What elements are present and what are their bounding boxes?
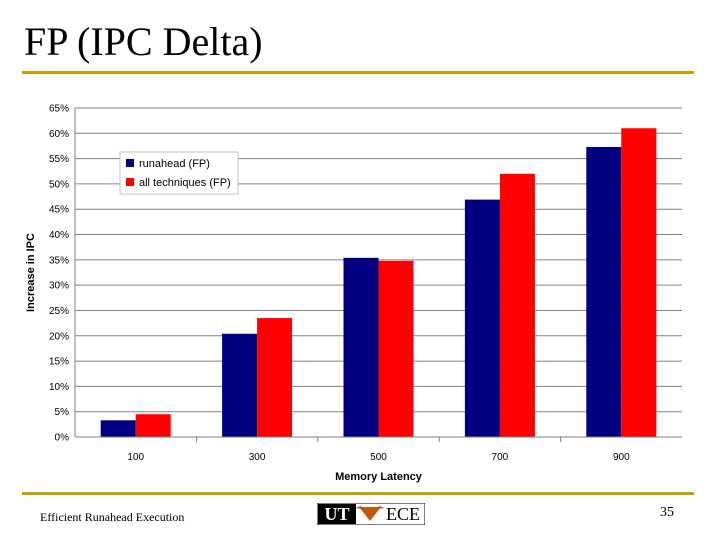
axes [74, 108, 682, 442]
logo-ut-text: UT [324, 504, 349, 524]
bar-all-techniques-300 [257, 318, 293, 437]
legend-swatch [126, 178, 134, 186]
legend-label: runahead (FP) [139, 158, 210, 170]
y-tick-label: 50% [49, 179, 69, 190]
title-divider [22, 71, 694, 74]
logo-ece-text: ECE [386, 504, 420, 524]
footer-divider [22, 492, 694, 495]
bar-all-techniques-500 [378, 260, 414, 437]
legend: runahead (FP) all techniques (FP) [119, 151, 239, 195]
y-tick-label: 55% [49, 154, 69, 165]
y-axis-label: Increase in IPC [25, 233, 37, 312]
x-tick-label: 700 [492, 452, 509, 463]
bar-runahead-500 [343, 257, 379, 437]
legend-box [119, 151, 239, 195]
y-tick-label: 30% [49, 281, 69, 292]
x-tick-label: 500 [370, 452, 387, 463]
longhorn-icon [359, 507, 381, 521]
x-tick-label: 300 [249, 452, 266, 463]
bar-all-techniques-700 [499, 173, 535, 438]
slide-title: FP (IPC Delta) [24, 19, 263, 64]
ut-ece-logo: UT ECE [317, 503, 425, 525]
y-tick-label: 65% [49, 104, 69, 115]
y-tick-label: 25% [49, 306, 69, 317]
page-number: 35 [660, 505, 674, 520]
footer-text: Efficient Runahead Execution [40, 510, 185, 524]
legend-swatch [126, 159, 134, 167]
tick-labels: 0% 5% 10% 15% 20% 25% 30% 35% 40% 45% 50% 55% 60% 65%… [49, 104, 630, 464]
bar-all-techniques-100 [135, 414, 171, 437]
bar-all-techniques-900 [621, 128, 657, 437]
y-tick-label: 20% [49, 331, 69, 342]
y-tick-label: 40% [49, 230, 69, 241]
y-tick-label: 5% [55, 407, 70, 418]
y-tick-label: 35% [49, 255, 69, 266]
y-tick-label: 60% [49, 129, 69, 140]
bars [100, 128, 657, 438]
y-tick-label: 15% [49, 357, 69, 368]
bar-runahead-300 [222, 333, 258, 437]
bar-runahead-100 [100, 420, 136, 437]
x-tick-label: 900 [613, 452, 630, 463]
y-tick-label: 10% [49, 382, 69, 393]
bar-runahead-700 [464, 199, 500, 437]
y-tick-label: 0% [55, 433, 70, 444]
bar-runahead-900 [586, 146, 622, 437]
x-axis-label: Memory Latency [335, 471, 423, 483]
y-tick-label: 45% [49, 205, 69, 216]
bar-chart: 0% 5% 10% 15% 20% 25% 30% 35% 40% 45% 50% 55% 60% 65%… [25, 104, 682, 483]
x-tick-label: 100 [127, 452, 144, 463]
legend-label: all techniques (FP) [139, 177, 231, 189]
